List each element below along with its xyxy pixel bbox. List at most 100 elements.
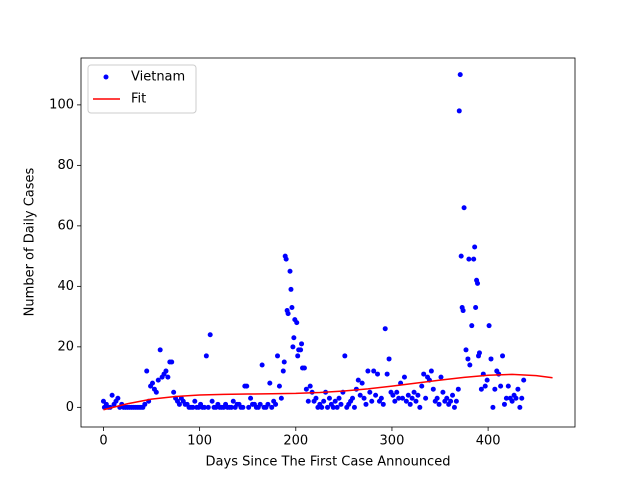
data-point <box>257 401 263 407</box>
data-point <box>332 398 338 404</box>
data-point <box>259 362 265 368</box>
data-point <box>428 368 434 374</box>
plot-frame <box>80 57 576 428</box>
data-point <box>248 395 254 401</box>
data-point <box>367 389 373 395</box>
data-point <box>380 401 386 407</box>
data-point <box>465 356 471 362</box>
data-point <box>115 395 121 401</box>
data-point <box>471 256 477 262</box>
data-point <box>287 268 293 274</box>
data-point <box>375 371 381 377</box>
data-point <box>276 383 282 389</box>
data-point <box>157 347 163 353</box>
data-point <box>390 392 396 398</box>
data-point <box>357 392 363 398</box>
y-tick-label: 0 <box>66 400 74 415</box>
data-point <box>396 395 402 401</box>
data-point <box>280 368 286 374</box>
data-point <box>176 401 182 407</box>
data-point <box>192 398 198 404</box>
data-point <box>273 401 279 407</box>
data-point <box>336 395 342 401</box>
data-point <box>319 404 325 410</box>
data-point <box>295 353 301 359</box>
data-point <box>509 398 515 404</box>
data-point <box>486 323 492 329</box>
data-point <box>281 359 287 365</box>
data-point <box>503 395 509 401</box>
y-tick-label: 80 <box>57 158 74 173</box>
data-point <box>386 356 392 362</box>
y-axis-label: Number of Daily Cases <box>23 167 38 316</box>
data-point <box>456 108 462 114</box>
data-point <box>369 398 375 404</box>
data-point <box>205 404 211 410</box>
data-point <box>430 386 436 392</box>
data-point <box>305 398 311 404</box>
data-point <box>415 392 421 398</box>
data-point <box>228 404 234 410</box>
data-point <box>451 404 457 410</box>
data-point <box>505 383 511 389</box>
x-tick-label: 200 <box>283 434 308 449</box>
data-point <box>275 353 281 359</box>
data-point <box>142 401 148 407</box>
data-point <box>472 244 478 250</box>
data-point <box>403 398 409 404</box>
x-tick-label: 0 <box>99 434 107 449</box>
data-point <box>407 401 413 407</box>
data-point <box>450 392 456 398</box>
data-point <box>405 392 411 398</box>
data-point <box>492 386 498 392</box>
x-tick-label: 400 <box>476 434 501 449</box>
x-tick-label: 100 <box>187 434 212 449</box>
data-point <box>240 404 246 410</box>
data-point <box>313 395 319 401</box>
data-point <box>440 389 446 395</box>
data-point <box>382 326 388 332</box>
data-point <box>326 395 332 401</box>
data-point <box>423 395 429 401</box>
legend-label: Vietnam <box>131 70 185 85</box>
data-point <box>438 374 444 380</box>
data-point <box>363 401 369 407</box>
data-point <box>413 398 419 404</box>
data-point <box>484 377 490 383</box>
data-point <box>109 392 115 398</box>
data-point <box>289 305 295 311</box>
data-point <box>463 347 469 353</box>
data-point <box>351 404 357 410</box>
data-point <box>163 368 169 374</box>
data-point <box>373 392 379 398</box>
data-point <box>267 380 273 386</box>
data-point <box>165 374 171 380</box>
data-point <box>392 398 398 404</box>
data-point <box>461 205 467 211</box>
data-point <box>307 383 313 389</box>
data-point <box>394 389 400 395</box>
data-point <box>321 398 327 404</box>
data-point <box>515 386 521 392</box>
data-point <box>171 389 177 395</box>
data-point <box>460 308 466 314</box>
legend-box <box>87 64 197 114</box>
data-point <box>190 404 196 410</box>
data-point <box>517 404 523 410</box>
data-point <box>359 380 365 386</box>
data-point <box>521 377 527 383</box>
legend-label: Fit <box>131 92 146 107</box>
data-point <box>325 404 331 410</box>
data-point <box>498 383 504 389</box>
data-point <box>475 280 481 286</box>
legend-marker <box>103 74 109 80</box>
data-point <box>448 398 454 404</box>
data-point <box>290 344 296 350</box>
data-point <box>303 386 309 392</box>
data-point <box>444 395 450 401</box>
data-point <box>400 395 406 401</box>
data-point <box>350 395 356 401</box>
data-point <box>203 353 209 359</box>
data-point <box>419 383 425 389</box>
